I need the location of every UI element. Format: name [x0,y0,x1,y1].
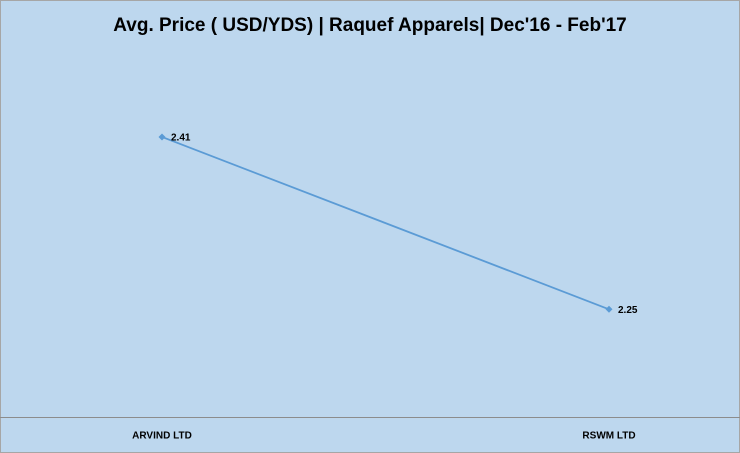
data-label: 2.41 [171,133,191,144]
marker [158,133,166,141]
line [161,136,610,311]
marker [605,305,613,313]
data-label: 2.25 [618,305,638,316]
x-tick-label: ARVIND LTD [132,431,192,442]
x-tick-label: RSWM LTD [582,431,635,442]
chart-title: Avg. Price ( USD/YDS) | Raquef Apparels|… [113,15,626,36]
